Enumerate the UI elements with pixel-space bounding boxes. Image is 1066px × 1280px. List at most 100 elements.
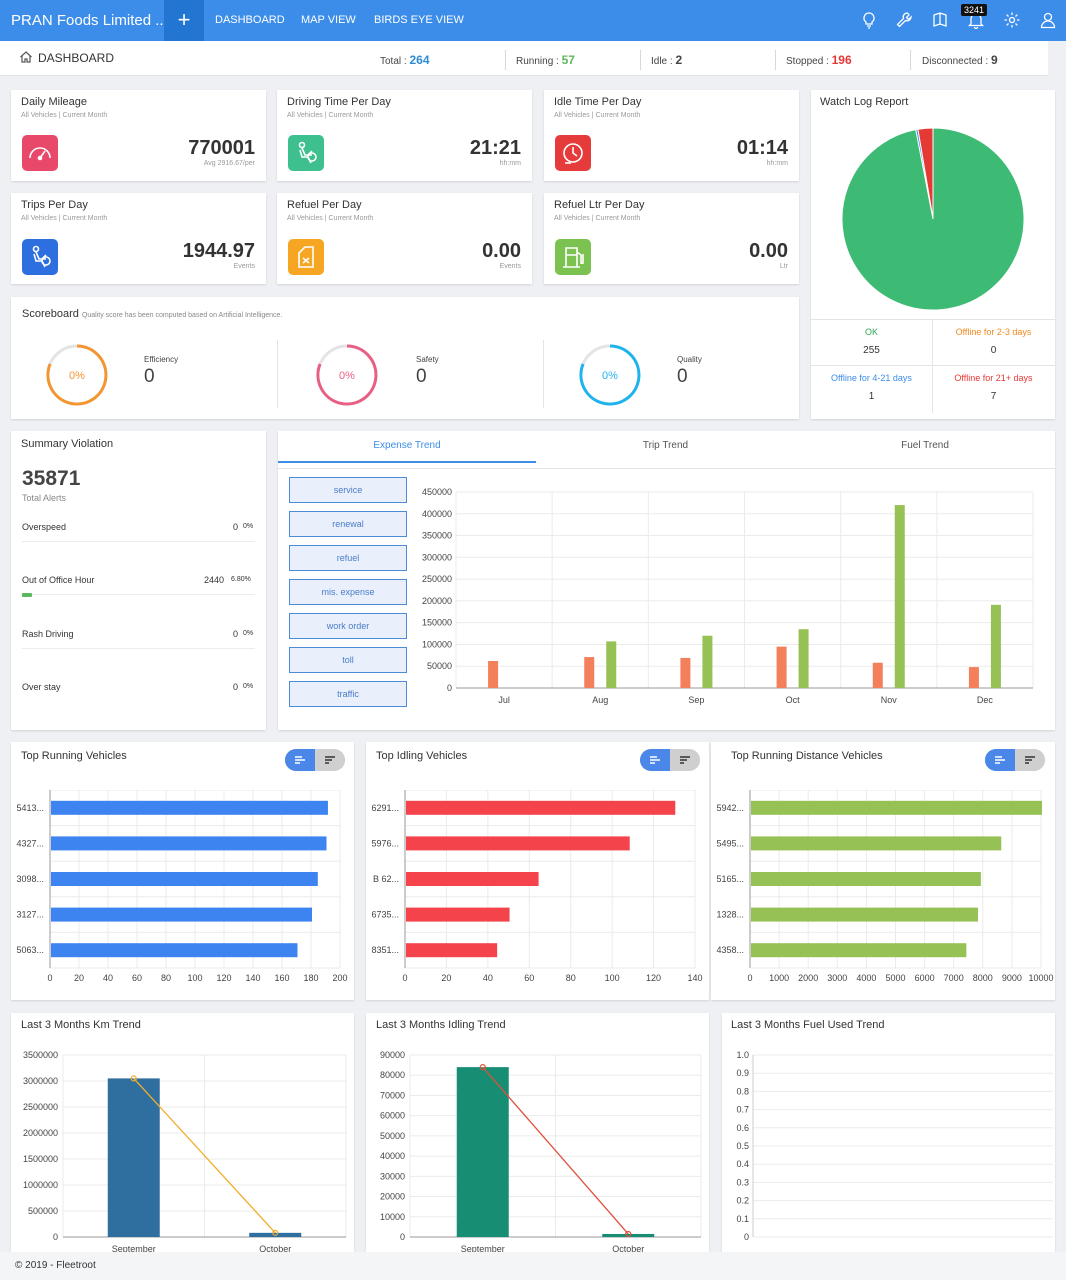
- y-tick-label: 6291...: [371, 803, 399, 813]
- violation-progress: [22, 648, 255, 649]
- fuel-trend-title: Last 3 Months Fuel Used Trend: [731, 1019, 885, 1031]
- expense-filter-renewal[interactable]: renewal: [289, 511, 407, 537]
- violation-label: Over stay: [22, 682, 61, 692]
- sort-asc-icon[interactable]: [640, 749, 670, 771]
- bar: [51, 907, 312, 922]
- watchlog-offline-4-21[interactable]: Offline for 4-21 days 1: [811, 373, 932, 402]
- y-tick-label: 300000: [422, 552, 452, 562]
- metric-title: Refuel Ltr Per Day: [554, 199, 645, 211]
- top-running-chart: 0 20 40 60 80 100 120 140 160 180 200 5413... 4327..…: [16, 790, 348, 983]
- sort-desc-icon[interactable]: [1015, 749, 1045, 771]
- x-tick-label: 180: [303, 973, 318, 983]
- status-disconnected[interactable]: Disconnected : 9: [922, 53, 998, 67]
- status-idle[interactable]: Idle : 2: [651, 53, 682, 67]
- metric-unit: Avg 2916.67/per: [203, 160, 255, 167]
- expense-filter-toll[interactable]: toll: [289, 647, 407, 673]
- sort-asc-icon[interactable]: [285, 749, 315, 771]
- y-tick-label: 90000: [380, 1050, 405, 1060]
- y-tick-label: 0.3: [736, 1177, 749, 1187]
- x-tick-label: October: [259, 1244, 291, 1252]
- y-tick-label: 200000: [422, 596, 452, 606]
- gear-icon[interactable]: [1003, 11, 1021, 29]
- y-tick-label: 0: [447, 683, 452, 693]
- trend-point: [130, 1075, 137, 1082]
- metric-subtitle: All Vehicles | Current Month: [21, 112, 108, 119]
- y-tick-label: 500000: [28, 1206, 58, 1216]
- bar: [894, 505, 905, 688]
- x-tick-label: 40: [483, 973, 493, 983]
- nav-dashboard[interactable]: DASHBOARD: [215, 14, 285, 26]
- sort-toggle[interactable]: [640, 749, 700, 771]
- watchlog-offline-21plus-label: Offline for 21+ days: [954, 373, 1033, 383]
- status-running-label: Running :: [516, 56, 559, 67]
- company-name[interactable]: PRAN Foods Limited ...: [11, 12, 164, 29]
- y-tick-label: 5942...: [716, 803, 744, 813]
- status-disconnected-label: Disconnected :: [922, 56, 989, 67]
- driver-icon: [288, 135, 324, 171]
- sort-desc-icon[interactable]: [315, 749, 345, 771]
- y-tick-label: 20000: [380, 1192, 405, 1202]
- sort-desc-icon[interactable]: [670, 749, 700, 771]
- sort-asc-icon[interactable]: [985, 749, 1015, 771]
- x-tick-label: Sep: [688, 695, 704, 705]
- y-tick-label: 3000000: [23, 1076, 58, 1086]
- watchlog-ok[interactable]: OK 255: [811, 327, 932, 356]
- expense-filter-traffic[interactable]: traffic: [289, 681, 407, 707]
- trend-line: [133, 1077, 276, 1234]
- tab-expense-trend[interactable]: Expense Trend: [373, 440, 441, 451]
- watchlog-offline-21plus-value: 7: [990, 391, 997, 402]
- status-total[interactable]: Total : 264: [380, 53, 430, 67]
- nav-birds-eye-view[interactable]: BIRDS EYE VIEW: [374, 14, 464, 26]
- divider: [811, 365, 1055, 366]
- bar: [406, 836, 630, 851]
- sort-toggle[interactable]: [285, 749, 345, 771]
- expense-filter-work-order[interactable]: work order: [289, 613, 407, 639]
- y-tick-label: 0.4: [736, 1159, 749, 1169]
- watchlog-offline-2-3[interactable]: Offline for 2-3 days 0: [932, 327, 1055, 356]
- quality-label: Quality: [677, 355, 702, 364]
- top-distance-chart: 0 1000 2000 3000 4000 5000 6000 7000 8000 9000 100…: [716, 790, 1054, 983]
- status-idle-label: Idle :: [651, 56, 673, 67]
- watchlog-offline-21plus[interactable]: Offline for 21+ days 7: [932, 373, 1055, 402]
- trend-point: [272, 1229, 279, 1236]
- status-stopped[interactable]: Stopped : 196: [786, 53, 852, 67]
- trend-card: [278, 431, 1055, 730]
- violation-pct: 6.80%: [231, 576, 251, 583]
- idling-trend-card: [366, 1013, 709, 1252]
- x-tick-label: 80: [161, 973, 171, 983]
- nav-map-view[interactable]: MAP VIEW: [301, 14, 356, 26]
- bulb-icon[interactable]: [860, 11, 878, 29]
- status-running[interactable]: Running : 57: [516, 53, 575, 67]
- quality-value: 0: [677, 366, 688, 387]
- y-tick-label: 400000: [422, 509, 452, 519]
- scoreboard-note: Quality score has been computed based on…: [81, 312, 283, 319]
- efficiency-ring: 0%: [46, 344, 108, 406]
- metric-unit: hh:mm: [766, 160, 788, 167]
- sort-toggle[interactable]: [985, 749, 1045, 771]
- add-button[interactable]: +: [164, 0, 204, 41]
- user-icon[interactable]: [1039, 11, 1057, 29]
- expense-filter-service[interactable]: service: [289, 477, 407, 503]
- tab-trip-trend[interactable]: Trip Trend: [642, 440, 689, 451]
- x-tick-label: 20: [74, 973, 84, 983]
- x-tick-label: 140: [687, 973, 702, 983]
- divider: [932, 319, 933, 413]
- violation-pct: 0%: [243, 630, 254, 637]
- expense-filter-refuel[interactable]: refuel: [289, 545, 407, 571]
- home-icon[interactable]: [19, 50, 33, 64]
- x-tick-label: Oct: [786, 695, 801, 705]
- safety-pct: 0%: [339, 370, 355, 382]
- expense-filter-mis-expense[interactable]: mis. expense: [289, 579, 407, 605]
- x-tick-label: 100: [605, 973, 620, 983]
- metric-value: 770001: [188, 137, 255, 159]
- expense-trend-chart: 0 50000 100000 150000 200000 250000 300000 3500…: [422, 487, 1034, 705]
- scoreboard-title: Scoreboard: [22, 308, 79, 320]
- tab-fuel-trend[interactable]: Fuel Trend: [901, 440, 949, 451]
- wrench-icon[interactable]: [895, 11, 913, 29]
- y-tick-label: 10000: [380, 1212, 405, 1222]
- divider: [543, 340, 544, 408]
- metric-value: 01:14: [736, 137, 788, 159]
- book-icon[interactable]: [931, 11, 949, 29]
- y-tick-label: 0: [53, 1232, 58, 1242]
- bar: [584, 657, 595, 688]
